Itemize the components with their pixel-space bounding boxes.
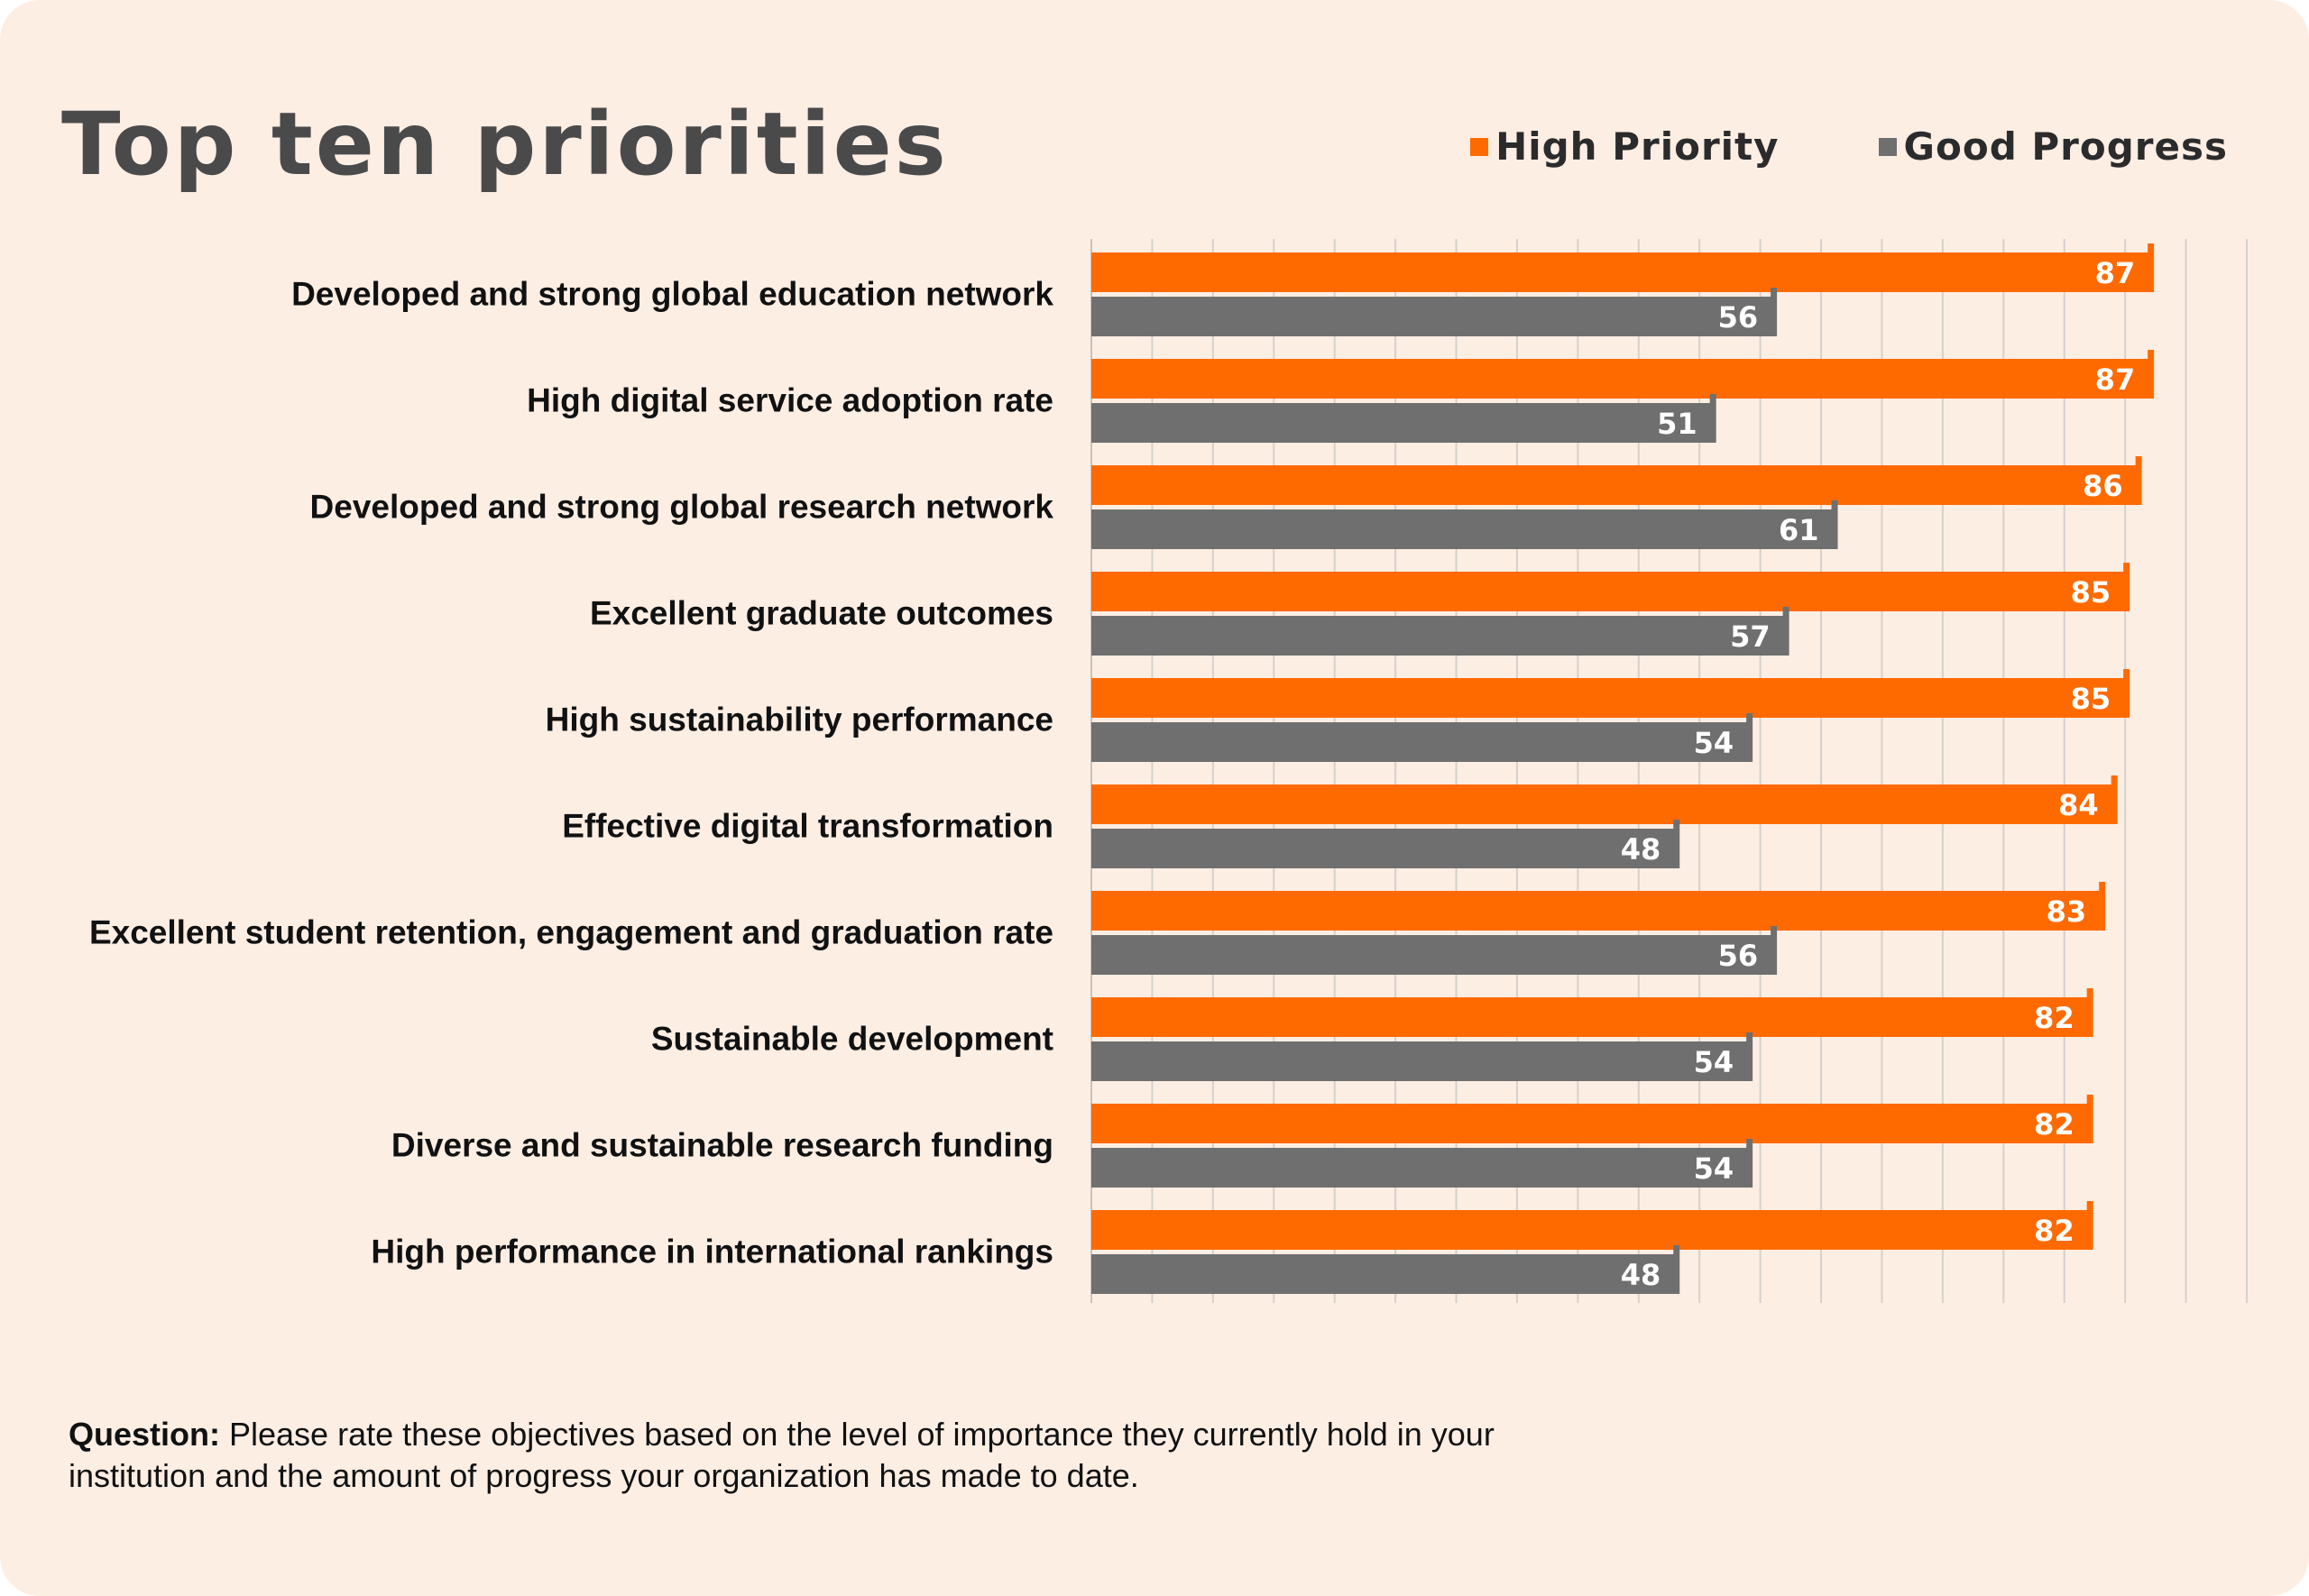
data-label-high-priority: 85 bbox=[2071, 575, 2111, 610]
bar-high-priority bbox=[1091, 784, 2113, 824]
legend-swatch-high-priority bbox=[1470, 137, 1489, 156]
bar-good-progress bbox=[1091, 722, 1749, 762]
data-label-high-priority: 87 bbox=[2095, 362, 2136, 397]
data-label-high-priority: 87 bbox=[2095, 256, 2136, 290]
data-label-good-progress: 48 bbox=[1621, 832, 1661, 867]
bar-tip-high-priority bbox=[2086, 1201, 2093, 1250]
category-label: Effective digital transformation bbox=[562, 808, 1053, 845]
bar-tip-good-progress bbox=[1673, 820, 1680, 868]
data-label-high-priority: 82 bbox=[2034, 1107, 2074, 1142]
data-label-good-progress: 54 bbox=[1694, 1151, 1734, 1186]
bar-high-priority bbox=[1091, 572, 2126, 611]
chart-title: Top ten priorities bbox=[61, 94, 949, 195]
data-label-high-priority: 85 bbox=[2071, 682, 2111, 716]
data-label-high-priority: 83 bbox=[2047, 894, 2087, 929]
category-label: Sustainable development bbox=[651, 1021, 1053, 1058]
category-label: Developed and strong global research net… bbox=[310, 489, 1054, 526]
bar-tip-high-priority bbox=[2148, 350, 2155, 399]
legend-item-good-progress: Good Progress bbox=[1878, 124, 2228, 169]
bar-tip-good-progress bbox=[1771, 288, 1778, 336]
bar-tip-high-priority bbox=[2111, 775, 2118, 824]
bar-tip-high-priority bbox=[2148, 243, 2155, 292]
legend-item-high-priority: High Priority bbox=[1470, 124, 1779, 169]
bar-good-progress bbox=[1091, 616, 1785, 656]
bar-tip-high-priority bbox=[2086, 1095, 2093, 1143]
bar-high-priority bbox=[1091, 997, 2089, 1037]
bar-tip-high-priority bbox=[2086, 988, 2093, 1037]
bar-high-priority bbox=[1091, 1104, 2089, 1143]
legend-label-high-priority: High Priority bbox=[1495, 124, 1780, 169]
bar-tip-high-priority bbox=[2135, 456, 2142, 505]
data-label-good-progress: 61 bbox=[1779, 513, 1819, 547]
bar-tip-good-progress bbox=[1782, 607, 1789, 656]
data-label-high-priority: 82 bbox=[2034, 1214, 2074, 1248]
bar-high-priority bbox=[1091, 678, 2126, 718]
data-label-high-priority: 86 bbox=[2083, 469, 2123, 503]
bar-tip-high-priority bbox=[2099, 882, 2106, 931]
data-label-good-progress: 48 bbox=[1621, 1258, 1661, 1292]
bar-good-progress bbox=[1091, 1148, 1749, 1188]
category-label: Excellent graduate outcomes bbox=[590, 595, 1053, 632]
bar-tip-good-progress bbox=[1746, 1139, 1753, 1188]
bar-tip-good-progress bbox=[1673, 1245, 1680, 1294]
data-label-good-progress: 54 bbox=[1694, 1045, 1734, 1079]
bar-tip-good-progress bbox=[1831, 500, 1838, 549]
data-label-high-priority: 84 bbox=[2058, 788, 2099, 822]
bar-high-priority bbox=[1091, 891, 2102, 931]
footnote: Question: Please rate these objectives b… bbox=[69, 1414, 1602, 1497]
bar-tip-good-progress bbox=[1746, 713, 1753, 762]
category-label: Developed and strong global education ne… bbox=[291, 276, 1053, 313]
bar-good-progress bbox=[1091, 829, 1676, 868]
bar-good-progress bbox=[1091, 509, 1834, 549]
legend-swatch-good-progress bbox=[1878, 137, 1897, 156]
bar-tip-good-progress bbox=[1709, 394, 1716, 443]
category-label: Diverse and sustainable research funding bbox=[391, 1127, 1053, 1164]
category-label: High performance in international rankin… bbox=[371, 1234, 1053, 1270]
legend: High Priority Good Progress bbox=[1470, 124, 2228, 169]
data-label-good-progress: 56 bbox=[1718, 300, 1759, 335]
bar-tip-good-progress bbox=[1771, 926, 1778, 975]
bar-good-progress bbox=[1091, 297, 1773, 336]
footnote-text: Please rate these objectives based on th… bbox=[69, 1416, 1495, 1494]
bar-good-progress bbox=[1091, 1254, 1676, 1294]
bar-good-progress bbox=[1091, 1041, 1749, 1081]
data-label-good-progress: 51 bbox=[1657, 407, 1697, 441]
bar-high-priority bbox=[1091, 465, 2138, 505]
data-label-good-progress: 54 bbox=[1694, 726, 1734, 760]
category-label: High sustainability performance bbox=[546, 702, 1053, 738]
bar-tip-high-priority bbox=[2123, 669, 2130, 718]
bar-high-priority bbox=[1091, 1210, 2089, 1250]
bar-good-progress bbox=[1091, 935, 1773, 975]
bar-high-priority bbox=[1091, 359, 2150, 399]
data-label-high-priority: 82 bbox=[2034, 1001, 2074, 1035]
bar-tip-high-priority bbox=[2123, 563, 2130, 611]
footnote-lead: Question: bbox=[69, 1416, 220, 1453]
category-label: High digital service adoption rate bbox=[527, 382, 1053, 419]
bar-chart: Developed and strong global education ne… bbox=[89, 239, 2248, 1303]
legend-label-good-progress: Good Progress bbox=[1903, 124, 2228, 169]
category-label: Excellent student retention, engagement … bbox=[89, 914, 1053, 951]
bar-tip-good-progress bbox=[1746, 1032, 1753, 1081]
bar-high-priority bbox=[1091, 252, 2150, 292]
bar-good-progress bbox=[1091, 403, 1712, 443]
data-label-good-progress: 56 bbox=[1718, 939, 1759, 973]
data-label-good-progress: 57 bbox=[1730, 619, 1771, 654]
